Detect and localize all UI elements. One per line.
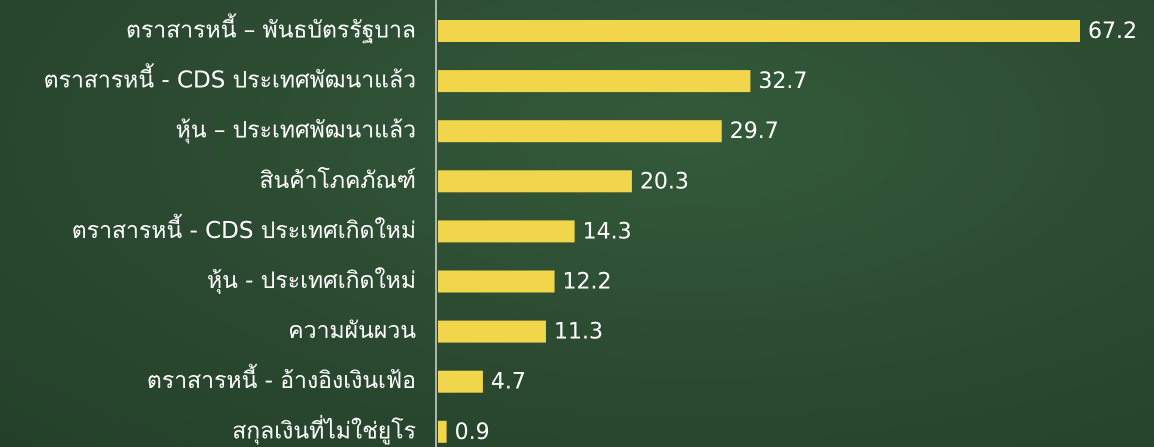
value-label: 11.3 [554, 320, 603, 345]
category-label: ตราสารหนี้ - CDS ประเทศพัฒนาแล้ว [44, 64, 416, 94]
bar [438, 420, 447, 443]
bar [438, 70, 751, 93]
category-label: สินค้าโภคภัณฑ์ [259, 167, 416, 194]
category-label: ตราสารหนี้ - CDS ประเทศเกิดใหม่ [72, 214, 416, 244]
bar [438, 370, 483, 393]
category-label: สกุลเงินที่ไม่ใช่ยูโร [232, 414, 416, 444]
bar [438, 20, 1080, 42]
value-label: 67.2 [1088, 19, 1137, 44]
value-label: 0.9 [455, 420, 490, 445]
bar [438, 270, 555, 293]
category-label: หุ้น – ประเทศพัฒนาแล้ว [176, 118, 416, 144]
bar [438, 320, 546, 343]
value-label: 12.2 [563, 270, 612, 295]
category-label: ตราสารหนี้ - อ้างอิงเงินเฟ้อ [147, 364, 416, 394]
bar [438, 170, 632, 193]
value-label: 32.7 [758, 69, 807, 94]
category-label: ตราสารหนี้ – พันธบัตรรัฐบาล [126, 14, 416, 44]
value-label: 20.3 [640, 169, 689, 194]
bar [438, 220, 575, 243]
bar [438, 120, 722, 143]
value-label: 4.7 [491, 370, 526, 395]
value-label: 14.3 [583, 219, 632, 244]
value-label: 29.7 [730, 119, 779, 144]
category-label: ความผันผวน [288, 318, 416, 344]
category-label: หุ้น - ประเทศเกิดใหม่ [207, 267, 416, 294]
